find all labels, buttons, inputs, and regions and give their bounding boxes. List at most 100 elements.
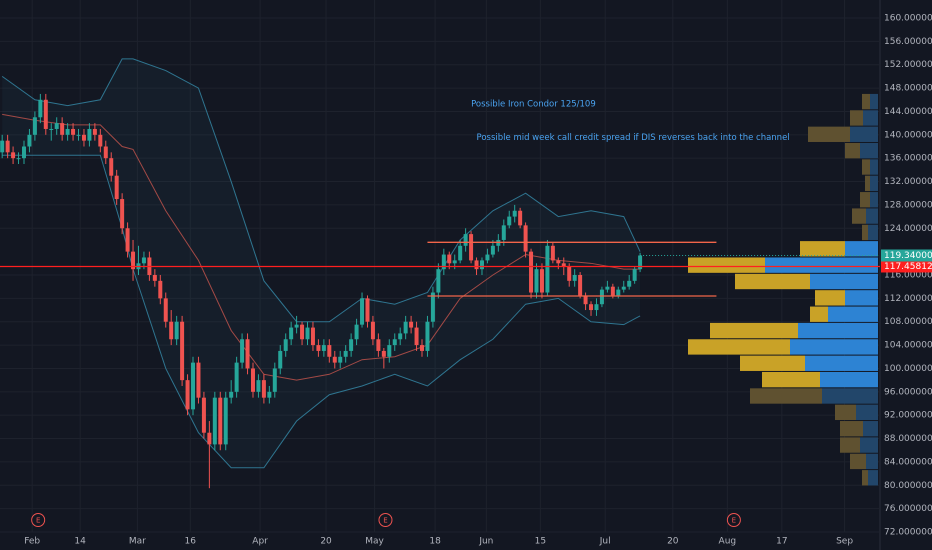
- candle-body: [316, 345, 321, 351]
- x-tick-label: Aug: [719, 537, 737, 547]
- annotation: Possible mid week call credit spread if …: [477, 133, 790, 143]
- band-lower: [2, 154, 641, 469]
- candle-body: [381, 350, 386, 357]
- x-tick-label: Sep: [836, 537, 853, 547]
- y-tick-label: 92.00000000: [884, 411, 932, 421]
- y-tick-label: 72.00000000: [884, 528, 932, 538]
- candle-body: [605, 286, 610, 290]
- candle-body: [283, 339, 288, 351]
- candle-body: [76, 134, 81, 136]
- x-tick-label: 15: [535, 537, 546, 547]
- candle-body: [32, 117, 37, 135]
- profile-buy: [810, 306, 828, 322]
- profile-sell: [805, 355, 878, 371]
- earnings-label: E: [383, 517, 387, 525]
- band-middle: [2, 113, 641, 381]
- candle-body: [392, 339, 397, 346]
- candle-body: [278, 350, 283, 369]
- profile-sell: [828, 306, 878, 322]
- profile-buy: [688, 339, 790, 355]
- candle-body: [114, 175, 119, 200]
- x-tick-label: Feb: [24, 537, 40, 547]
- candle-body: [87, 128, 92, 141]
- profile-sell: [870, 192, 878, 208]
- y-tick-label: 116.00000000: [884, 271, 932, 281]
- y-tick-label: 152.00000000: [884, 60, 932, 70]
- profile-buy: [862, 159, 870, 175]
- profile-sell: [866, 453, 878, 470]
- x-tick-label: Jul: [599, 537, 611, 547]
- y-tick-label: 112.00000000: [884, 294, 932, 304]
- candle-body: [272, 368, 277, 392]
- candle-body: [376, 339, 381, 351]
- candle-body: [338, 356, 343, 363]
- x-tick-label: 17: [776, 537, 787, 547]
- candle-body: [529, 251, 534, 293]
- candle-body: [185, 380, 190, 410]
- candle-body: [638, 255, 643, 270]
- candle-body: [469, 234, 474, 261]
- candle-body: [594, 304, 599, 311]
- candle-body: [370, 321, 375, 340]
- candle-body: [420, 345, 425, 351]
- candle-body: [310, 327, 315, 346]
- y-tick-label: 160.00000000: [884, 13, 932, 23]
- candle-body: [305, 327, 310, 340]
- candle-body: [365, 298, 370, 322]
- x-tick-label: May: [365, 537, 384, 547]
- candle-body: [54, 123, 59, 129]
- candle-body: [234, 362, 239, 392]
- profile-buy: [688, 257, 765, 273]
- candle-body: [343, 350, 348, 357]
- y-tick-label: 80.00000000: [884, 481, 932, 491]
- profile-sell: [798, 322, 878, 339]
- earnings-label: E: [732, 517, 736, 525]
- candle-body: [65, 128, 70, 135]
- profile-buy: [735, 273, 810, 290]
- profile-buy: [852, 208, 866, 224]
- candle-body: [5, 140, 10, 153]
- candle-body: [589, 304, 594, 311]
- x-tick-label: 20: [320, 537, 332, 547]
- profile-sell: [863, 421, 878, 437]
- candle-body: [414, 327, 419, 346]
- x-tick-label: 20: [667, 537, 679, 547]
- candle-body: [256, 380, 261, 392]
- candle-body: [360, 298, 365, 325]
- candle-body: [109, 158, 114, 176]
- candle-body: [218, 397, 223, 445]
- candle-body: [518, 210, 523, 226]
- y-tick-label: 144.00000000: [884, 107, 932, 117]
- profile-sell: [866, 208, 878, 224]
- candle-body: [507, 216, 512, 226]
- candle-body: [409, 321, 414, 328]
- profile-buy: [862, 93, 870, 110]
- candle-body: [16, 158, 21, 160]
- candle-body: [387, 345, 392, 357]
- price-label-bg: [881, 260, 932, 273]
- profile-buy: [860, 192, 870, 208]
- candle-body: [11, 152, 16, 159]
- y-tick-label: 124.00000000: [884, 224, 932, 234]
- candle-body: [191, 362, 196, 410]
- candle-body: [561, 263, 566, 267]
- candle-body: [131, 251, 136, 270]
- candle-body: [441, 254, 446, 270]
- candle-body: [621, 286, 626, 290]
- candle-body: [567, 266, 572, 281]
- candle-body: [21, 146, 26, 159]
- candle-body: [261, 380, 266, 398]
- candle-body: [223, 397, 228, 445]
- candle-body: [81, 134, 86, 141]
- profile-sell: [765, 257, 878, 273]
- candle-body: [38, 99, 43, 118]
- candle-body: [169, 321, 174, 340]
- candle-body: [501, 225, 506, 240]
- candle-body: [332, 356, 337, 363]
- candle-body: [610, 286, 615, 296]
- x-tick-label: Apr: [252, 537, 268, 547]
- candle-body: [103, 146, 108, 159]
- candle-body: [49, 128, 54, 130]
- candle-body: [327, 345, 332, 357]
- band-fill: [2, 58, 641, 468]
